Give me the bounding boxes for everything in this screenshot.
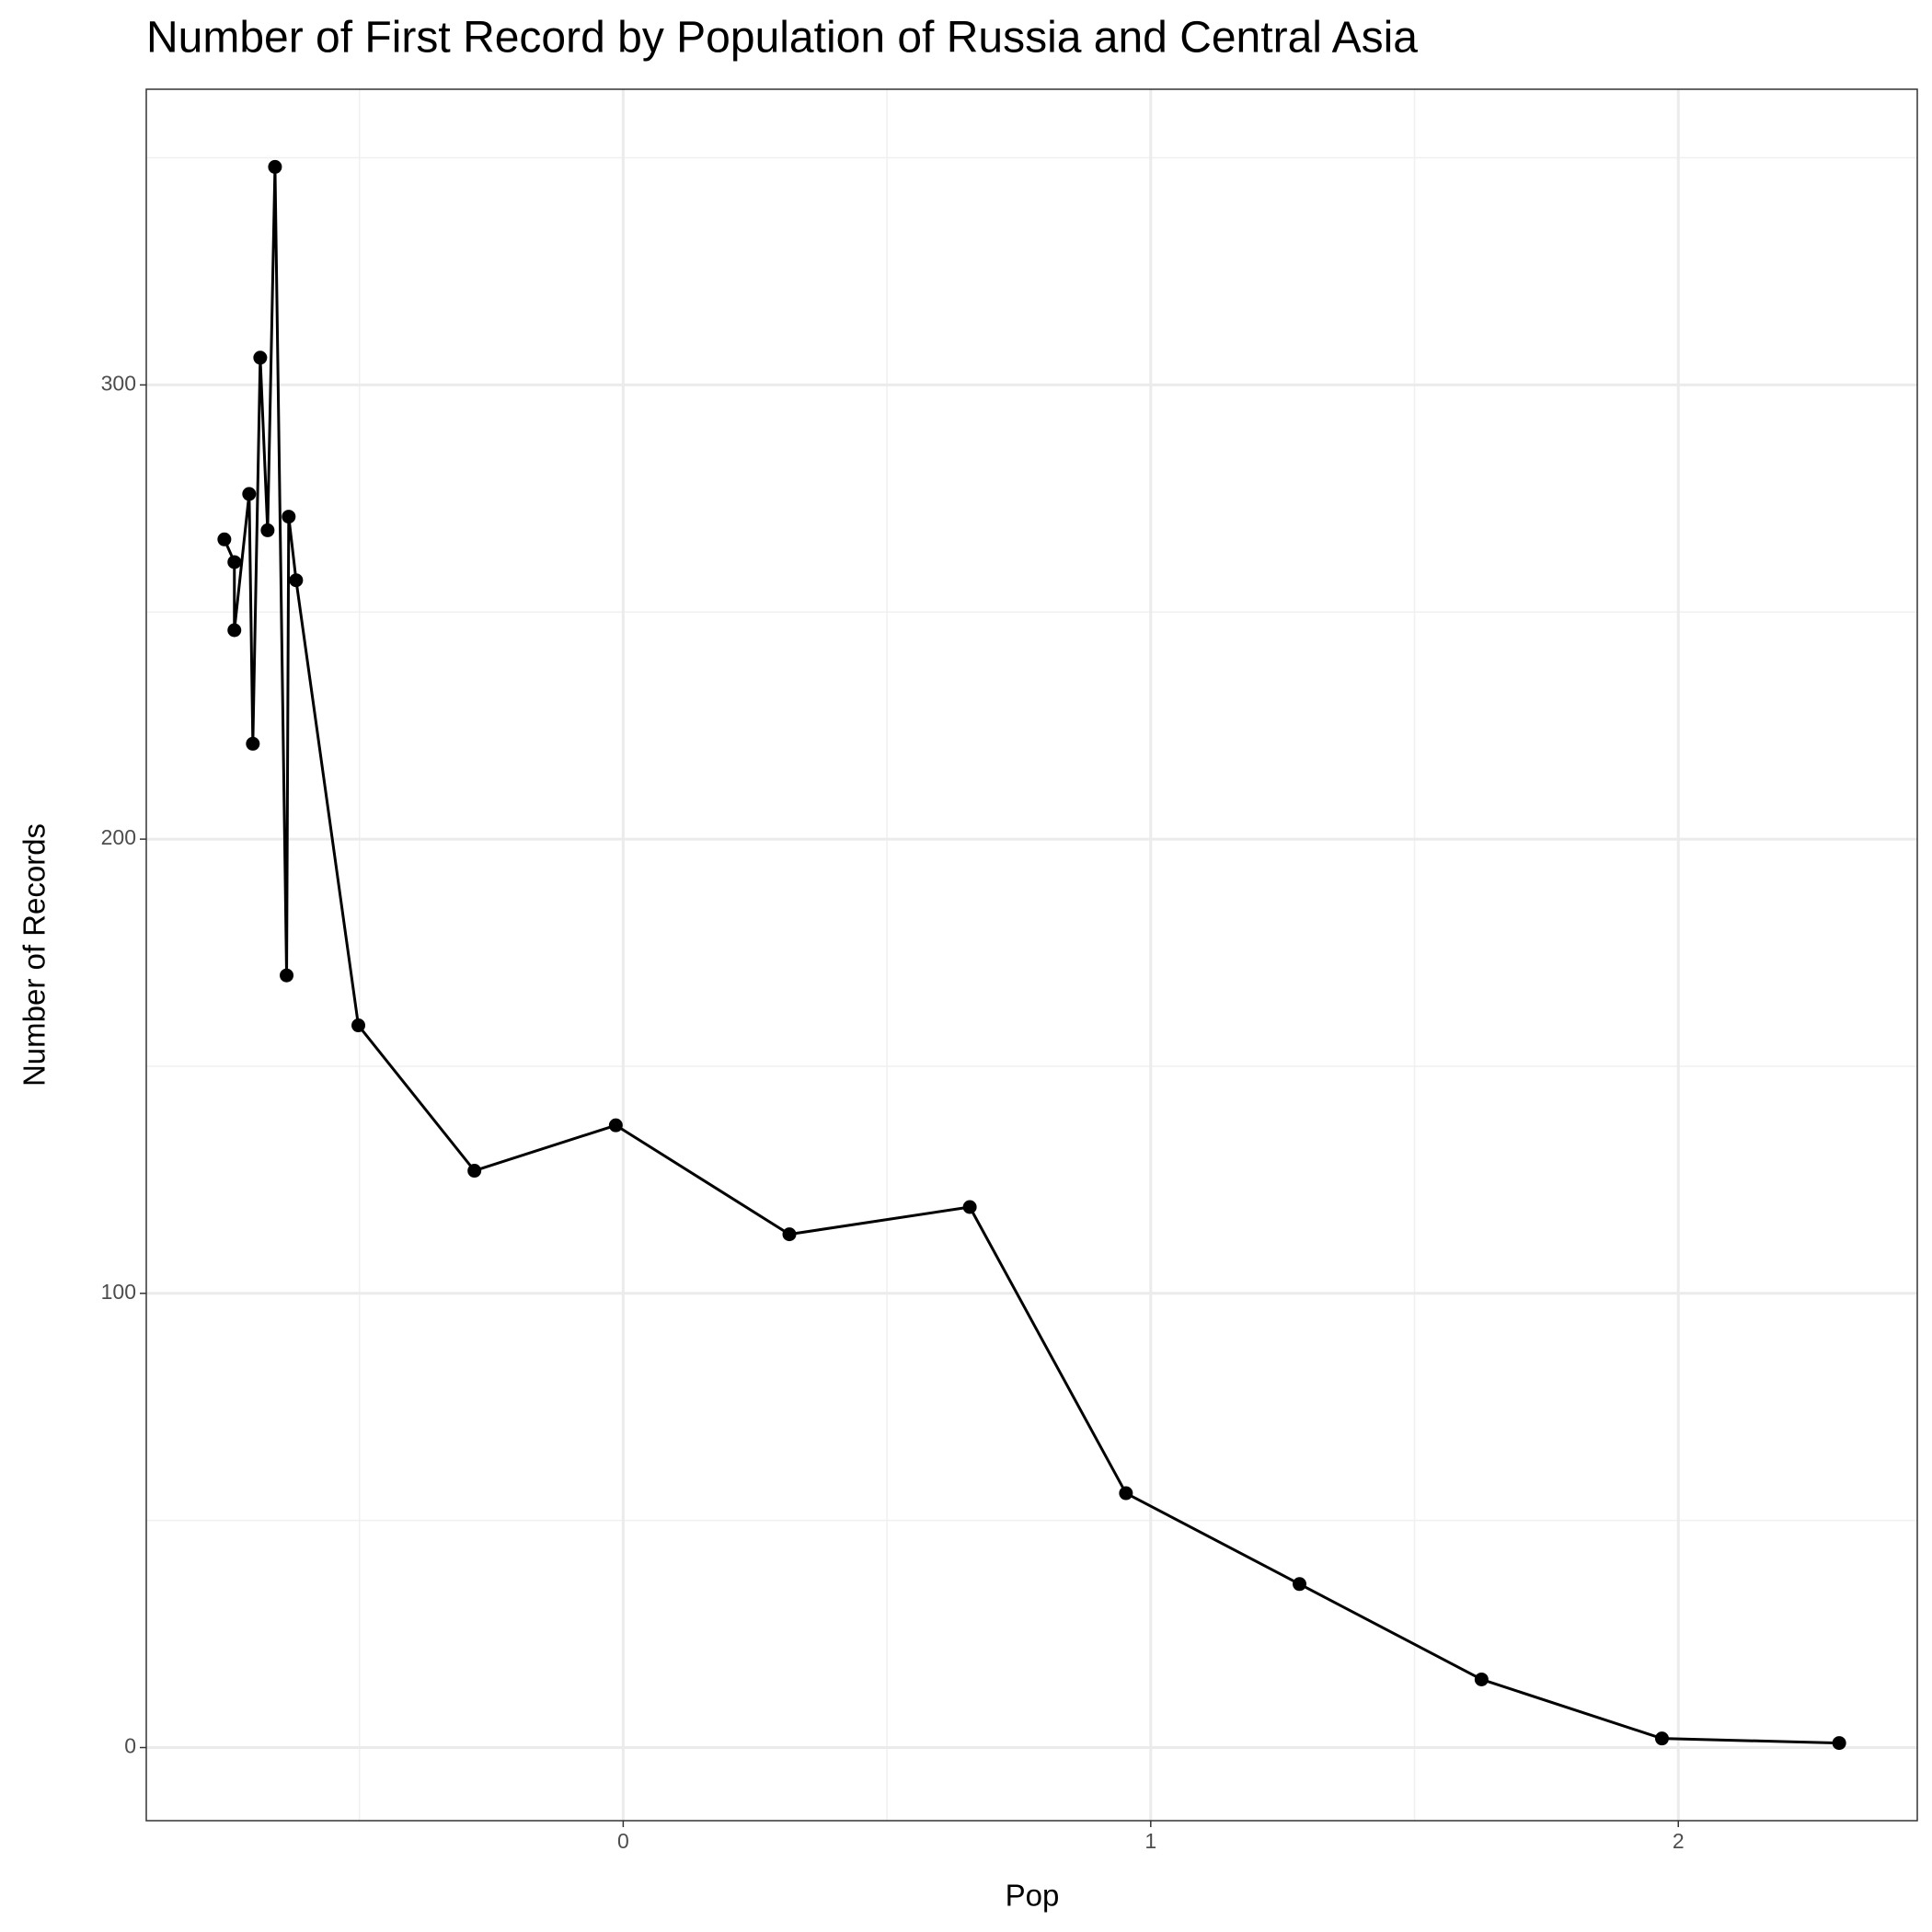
point xyxy=(289,573,304,588)
y-tick-label: 300 xyxy=(101,371,136,395)
point xyxy=(1119,1486,1133,1501)
y-tick-label: 100 xyxy=(101,1280,136,1304)
point xyxy=(1832,1736,1846,1751)
point xyxy=(268,159,282,174)
point xyxy=(962,1200,977,1214)
point xyxy=(282,510,296,524)
plot-border xyxy=(145,88,1918,1822)
point xyxy=(280,968,294,983)
point xyxy=(1654,1731,1669,1746)
y-axis-title: Number of Records xyxy=(17,823,52,1087)
point xyxy=(253,351,268,365)
point xyxy=(246,736,260,751)
x-tick-label: 0 xyxy=(617,1829,629,1853)
x-tick-label: 1 xyxy=(1144,1829,1156,1853)
point xyxy=(351,1018,366,1033)
chart-title: Number of First Record by Population of … xyxy=(146,14,1418,63)
point xyxy=(227,555,242,569)
point xyxy=(467,1164,482,1179)
point xyxy=(1293,1577,1307,1592)
point xyxy=(1474,1672,1489,1686)
point xyxy=(782,1227,797,1242)
point xyxy=(242,487,257,501)
y-tick-label: 0 xyxy=(124,1734,136,1758)
point xyxy=(227,623,242,638)
x-tick-label: 2 xyxy=(1673,1829,1685,1853)
point xyxy=(608,1118,623,1133)
y-tick-label: 200 xyxy=(101,825,136,849)
point xyxy=(217,532,232,546)
point xyxy=(260,523,275,537)
x-axis-title: Pop xyxy=(1006,1879,1060,1913)
